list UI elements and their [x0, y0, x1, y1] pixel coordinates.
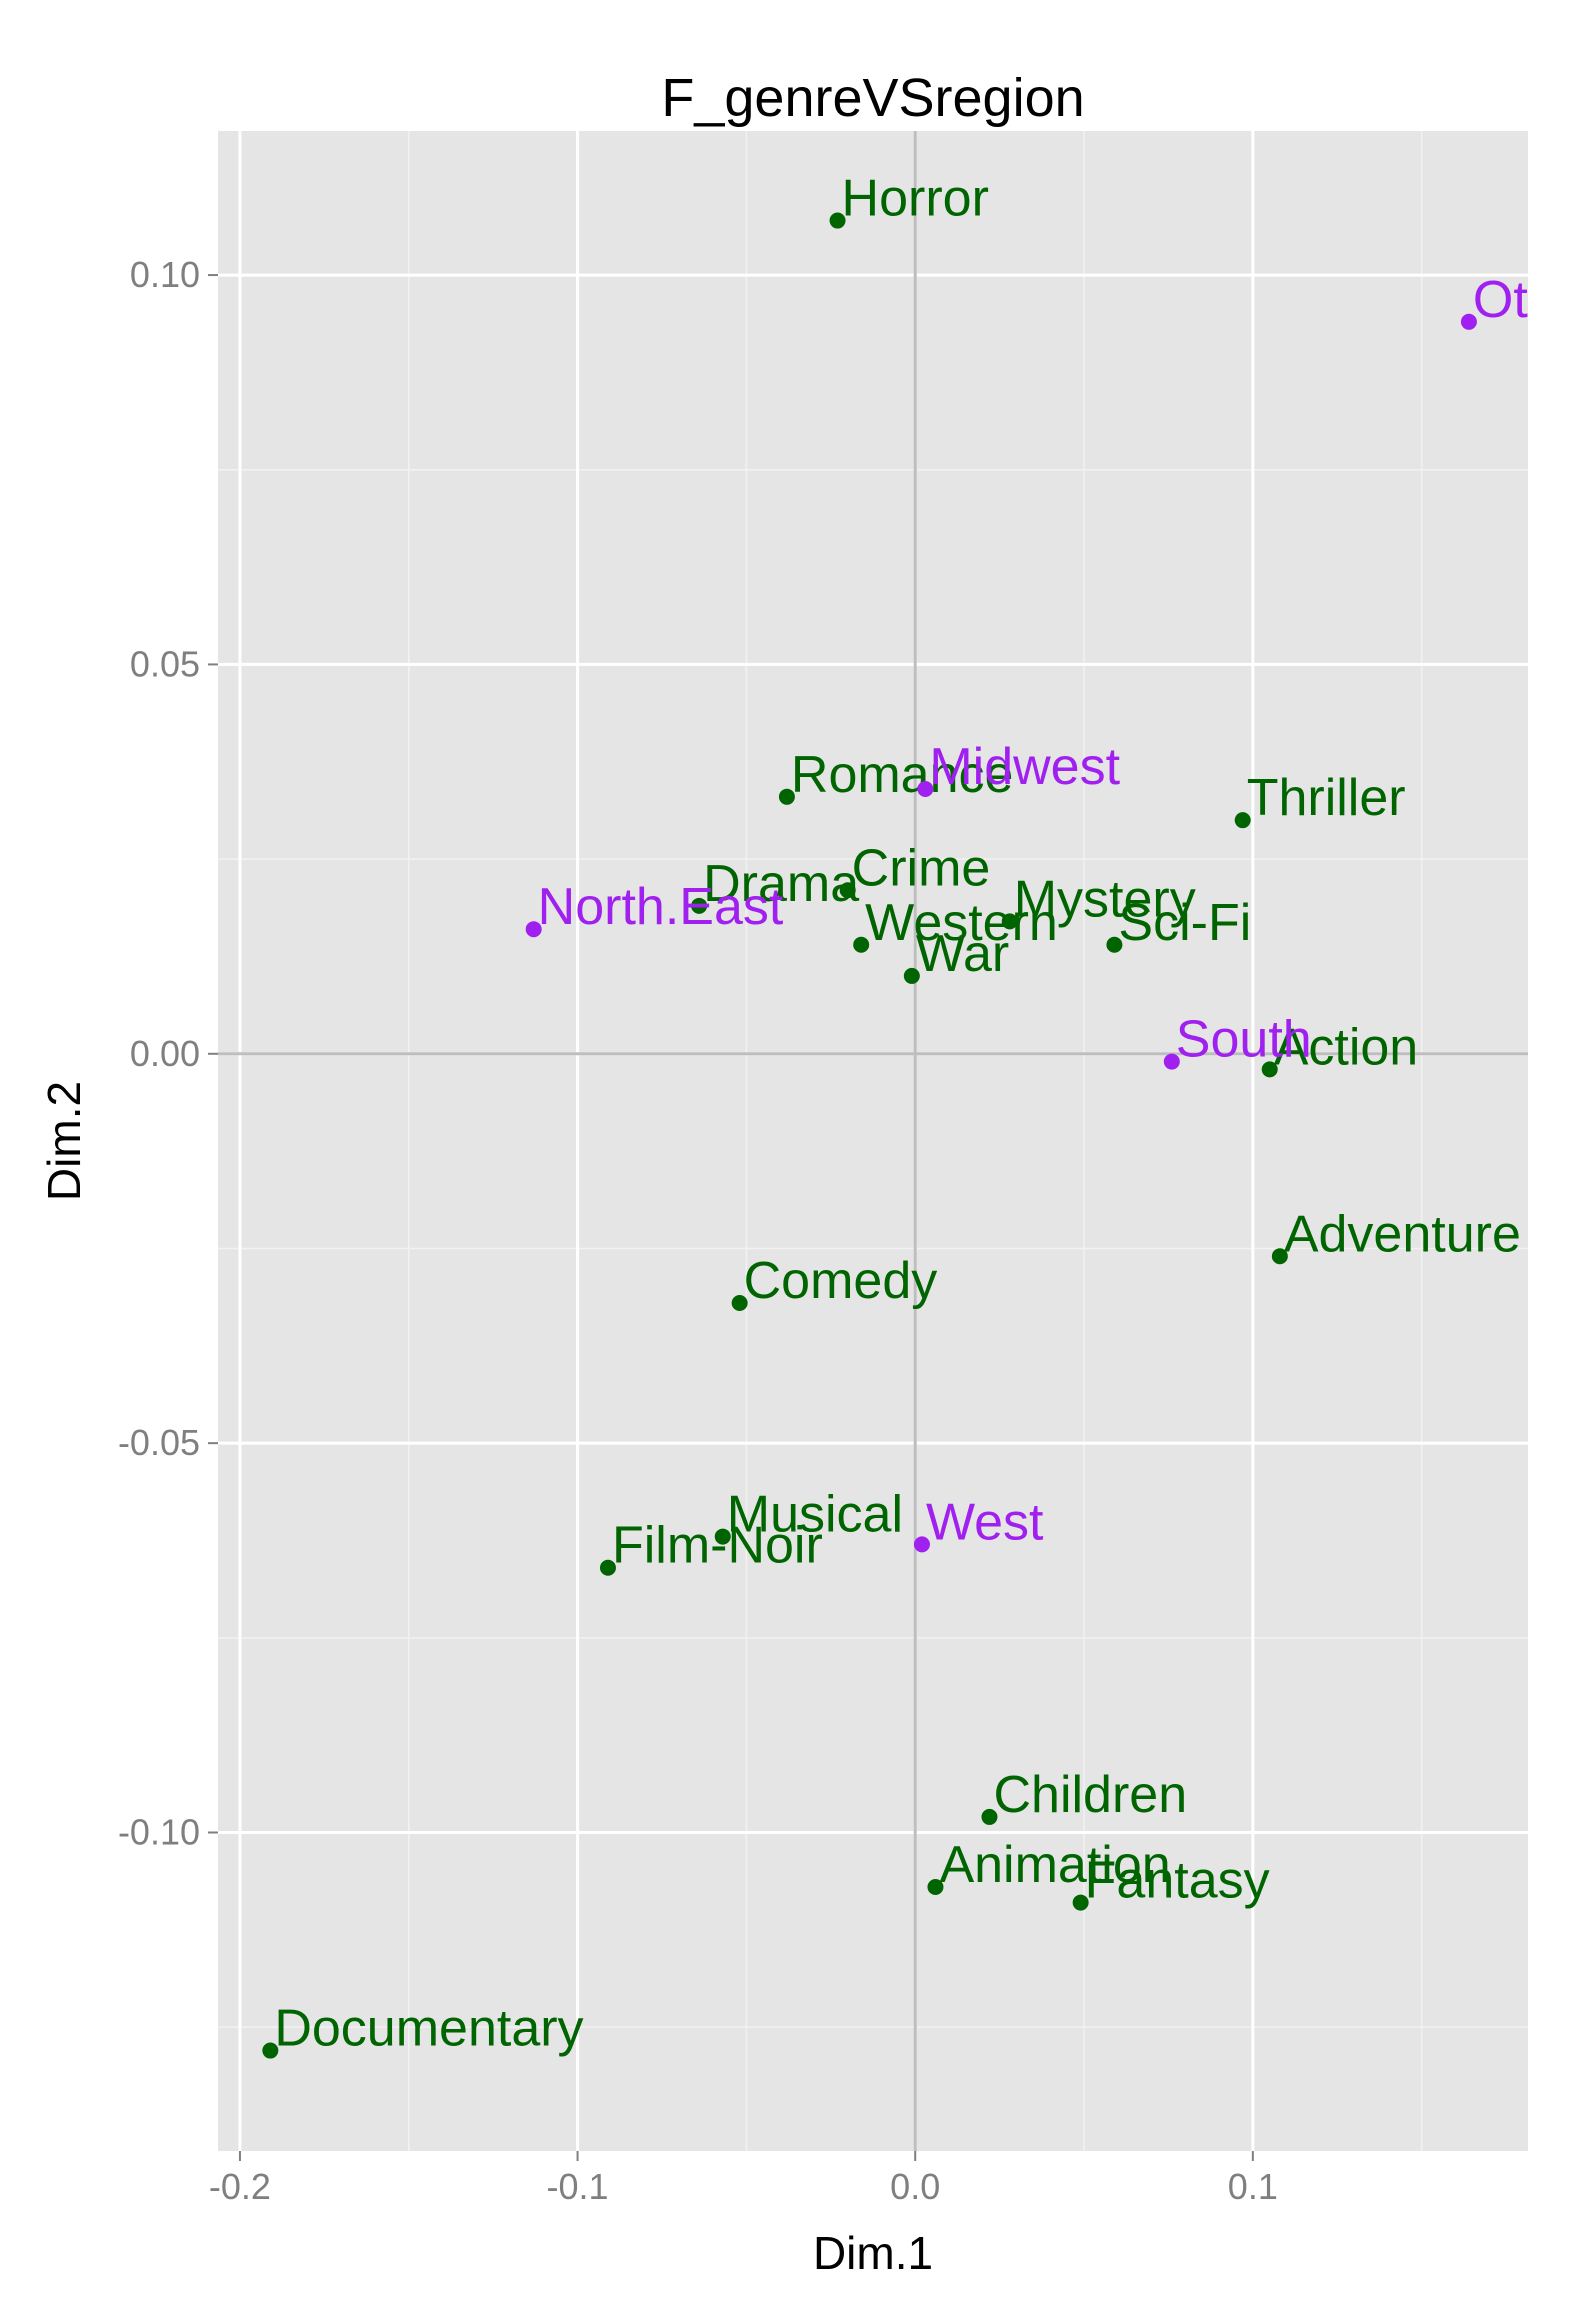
data-label: Film-Noir [612, 1517, 823, 1575]
panel-background [218, 131, 1528, 2151]
data-point [691, 897, 708, 914]
x-tick-label: 0.0 [890, 2166, 940, 2207]
data-point [981, 1808, 998, 1825]
data-label: Crime [852, 839, 991, 897]
data-label: Animation [939, 1836, 1170, 1894]
data-label: Romance [791, 746, 1014, 804]
data-label: Western [865, 894, 1058, 952]
data-point [917, 781, 934, 798]
data-point [853, 936, 870, 953]
data-point [1163, 1053, 1180, 1070]
data-label: Mystery [1014, 870, 1196, 928]
data-point [1106, 936, 1123, 953]
data-label: Horror [842, 170, 989, 228]
reference-lines [218, 131, 1528, 2151]
data-point [262, 2042, 279, 2059]
chart-title: F_genreVSregion [661, 68, 1084, 128]
data-label: North.East [538, 878, 784, 936]
x-tick-label: 0.1 [1228, 2166, 1278, 2207]
data-point [1234, 812, 1251, 829]
data-label: Midwest [929, 738, 1120, 796]
x-tick-label: -0.1 [547, 2166, 609, 2207]
grid-minor [218, 131, 1528, 2151]
data-label: Sci-Fi [1118, 894, 1251, 952]
data-point [839, 882, 856, 899]
data-label: Drama [703, 855, 859, 913]
x-tick-label: -0.2 [209, 2166, 271, 2207]
y-tick-label: -0.05 [118, 1422, 200, 1463]
data-label: Action [1274, 1018, 1419, 1076]
data-label: Adventure [1284, 1205, 1521, 1263]
data-label: Children [993, 1766, 1187, 1824]
data-point [714, 1528, 731, 1545]
data-point [903, 967, 920, 984]
data-point [927, 1879, 944, 1896]
data-point [1271, 1248, 1288, 1265]
data-point [829, 212, 846, 229]
data-label: Fantasy [1085, 1852, 1270, 1910]
data-label: Documentary [274, 2000, 583, 2058]
data-label: Other [1473, 271, 1587, 329]
y-axis-title: Dim.2 [38, 1081, 90, 1201]
data-label: Musical [727, 1486, 903, 1544]
y-axis: -0.10 -0.05 0.00 0.05 0.10 [118, 254, 218, 1853]
data-point [1001, 913, 1018, 930]
y-tick-label: 0.00 [130, 1033, 200, 1074]
data-point [913, 1536, 930, 1553]
data-point [1072, 1894, 1089, 1911]
data-label: West [926, 1493, 1044, 1551]
x-axis-title: Dim.1 [813, 2227, 933, 2279]
data-point [1261, 1061, 1278, 1078]
y-tick-label: 0.10 [130, 254, 200, 295]
data-label: War [916, 925, 1009, 983]
data-point [1460, 313, 1477, 330]
data-point [525, 921, 542, 938]
data-label: South [1176, 1011, 1312, 1069]
y-tick-label: 0.05 [130, 643, 200, 684]
y-tick-label: -0.10 [118, 1812, 200, 1853]
data-point [731, 1294, 748, 1311]
data-label: Thriller [1247, 769, 1406, 827]
data-point [599, 1559, 616, 1576]
data-label: Comedy [744, 1252, 938, 1310]
data-point [778, 788, 795, 805]
x-axis: -0.2 -0.1 0.0 0.1 [209, 2151, 1278, 2207]
